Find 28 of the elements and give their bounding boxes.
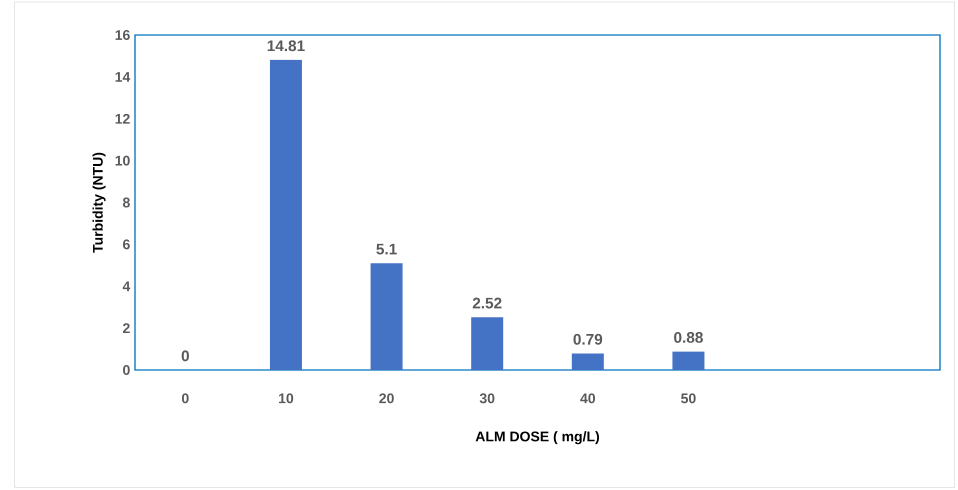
x-tick-label: 50 <box>681 393 696 404</box>
bar <box>672 352 704 370</box>
y-axis-title: Turbidity (NTU) <box>92 152 106 253</box>
y-tick-label: 10 <box>116 156 130 166</box>
data-label: 0.79 <box>574 334 602 345</box>
x-tick-label: 20 <box>379 393 394 404</box>
y-tick-label: 8 <box>122 198 130 208</box>
y-tick-label: 16 <box>116 30 130 40</box>
y-tick-label: 14 <box>116 72 130 82</box>
y-tick-label: 0 <box>123 365 130 375</box>
bar <box>572 353 604 370</box>
data-label: 0 <box>182 350 189 362</box>
x-axis-title: ALM DOSE ( mg/L) <box>476 431 600 444</box>
x-tick-label: 0 <box>182 393 189 404</box>
bar <box>370 263 403 370</box>
y-tick-label: 6 <box>123 239 130 250</box>
x-tick-label: 10 <box>279 393 294 404</box>
data-label: 14.81 <box>268 40 305 52</box>
x-tick-label: 30 <box>480 393 494 404</box>
data-label: 5.1 <box>376 244 397 255</box>
bar <box>471 317 504 370</box>
bar <box>270 60 302 370</box>
y-tick-label: 12 <box>116 114 130 124</box>
y-tick-label: 2 <box>122 323 130 334</box>
data-label: 2.52 <box>472 298 502 309</box>
x-tick-label: 40 <box>580 393 596 404</box>
data-label: 0.88 <box>674 332 703 343</box>
y-tick-label: 4 <box>122 281 130 292</box>
